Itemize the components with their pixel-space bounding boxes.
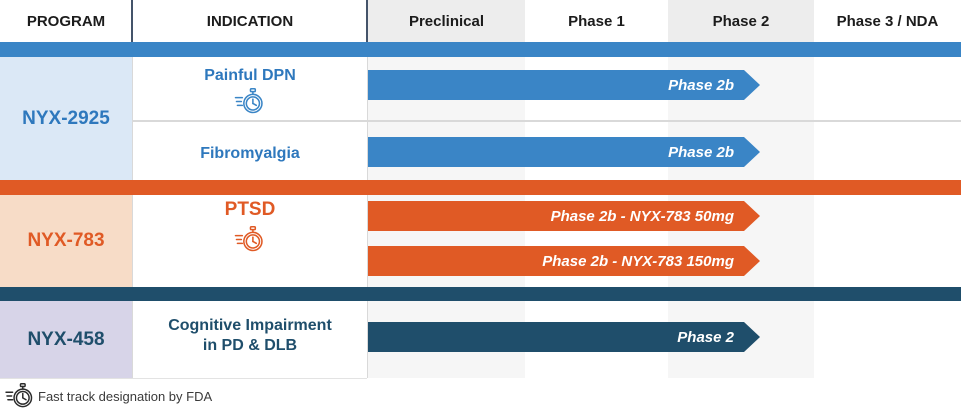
phase-arrow-painful-dpn: Phase 2b [368,70,760,100]
column-header-phase1: Phase 1 [568,12,625,30]
program-cell-nyx-458: NYX-458 [0,301,132,378]
arrow-label: Phase 2b [668,143,734,161]
orange-section-bar [0,180,961,195]
column-header-phase3-nda: Phase 3 / NDA [836,12,939,30]
column-header-phase2: Phase 2 [668,0,814,42]
program-cell-nyx-2925: NYX-2925 [0,57,132,180]
indication-line-2: in PD & DLB [202,337,298,354]
program-column-line [132,57,133,378]
phase-arrow-fibromyalgia: Phase 2b [368,137,760,167]
program-cell-nyx-783: NYX-783 [0,195,132,287]
indication-painful-dpn: Painful DPN [204,67,296,84]
fast-track-stopwatch-icon [133,88,367,115]
header-divider-line [131,0,133,42]
navy-section-bar [0,287,961,301]
stopwatch-icon [5,383,35,409]
phase-arrow-ptsd-150mg: Phase 2b - NYX-783 150mg [368,246,760,276]
blue-section-bar [0,42,961,57]
arrow-label: Phase 2b - NYX-783 50mg [550,207,734,225]
phase-arrow-ptsd-50mg: Phase 2b - NYX-783 50mg [368,201,760,231]
indication-cognitive-impairment: Cognitive Impairment in PD & DLB [133,316,367,356]
column-header-preclinical: Preclinical [368,0,525,42]
indication-column-line [367,57,368,378]
indication-line-1: Cognitive Impairment [168,317,332,334]
column-header-program: PROGRAM [26,12,106,30]
indication-fibromyalgia: Fibromyalgia [200,145,300,162]
header-divider-line [366,0,368,42]
phase-arrow-cognitive-impairment: Phase 2 [368,322,760,352]
fast-track-stopwatch-icon [133,226,367,253]
arrow-label: Phase 2b - NYX-783 150mg [542,252,734,270]
row-divider-line [133,120,961,122]
arrow-label: Phase 2b [668,76,734,94]
arrow-label: Phase 2 [677,328,734,346]
indication-ptsd: PTSD [224,199,276,220]
column-header-indication: INDICATION [206,12,294,30]
fast-track-legend: Fast track designation by FDA [38,388,213,404]
table-bottom-line [0,378,367,379]
